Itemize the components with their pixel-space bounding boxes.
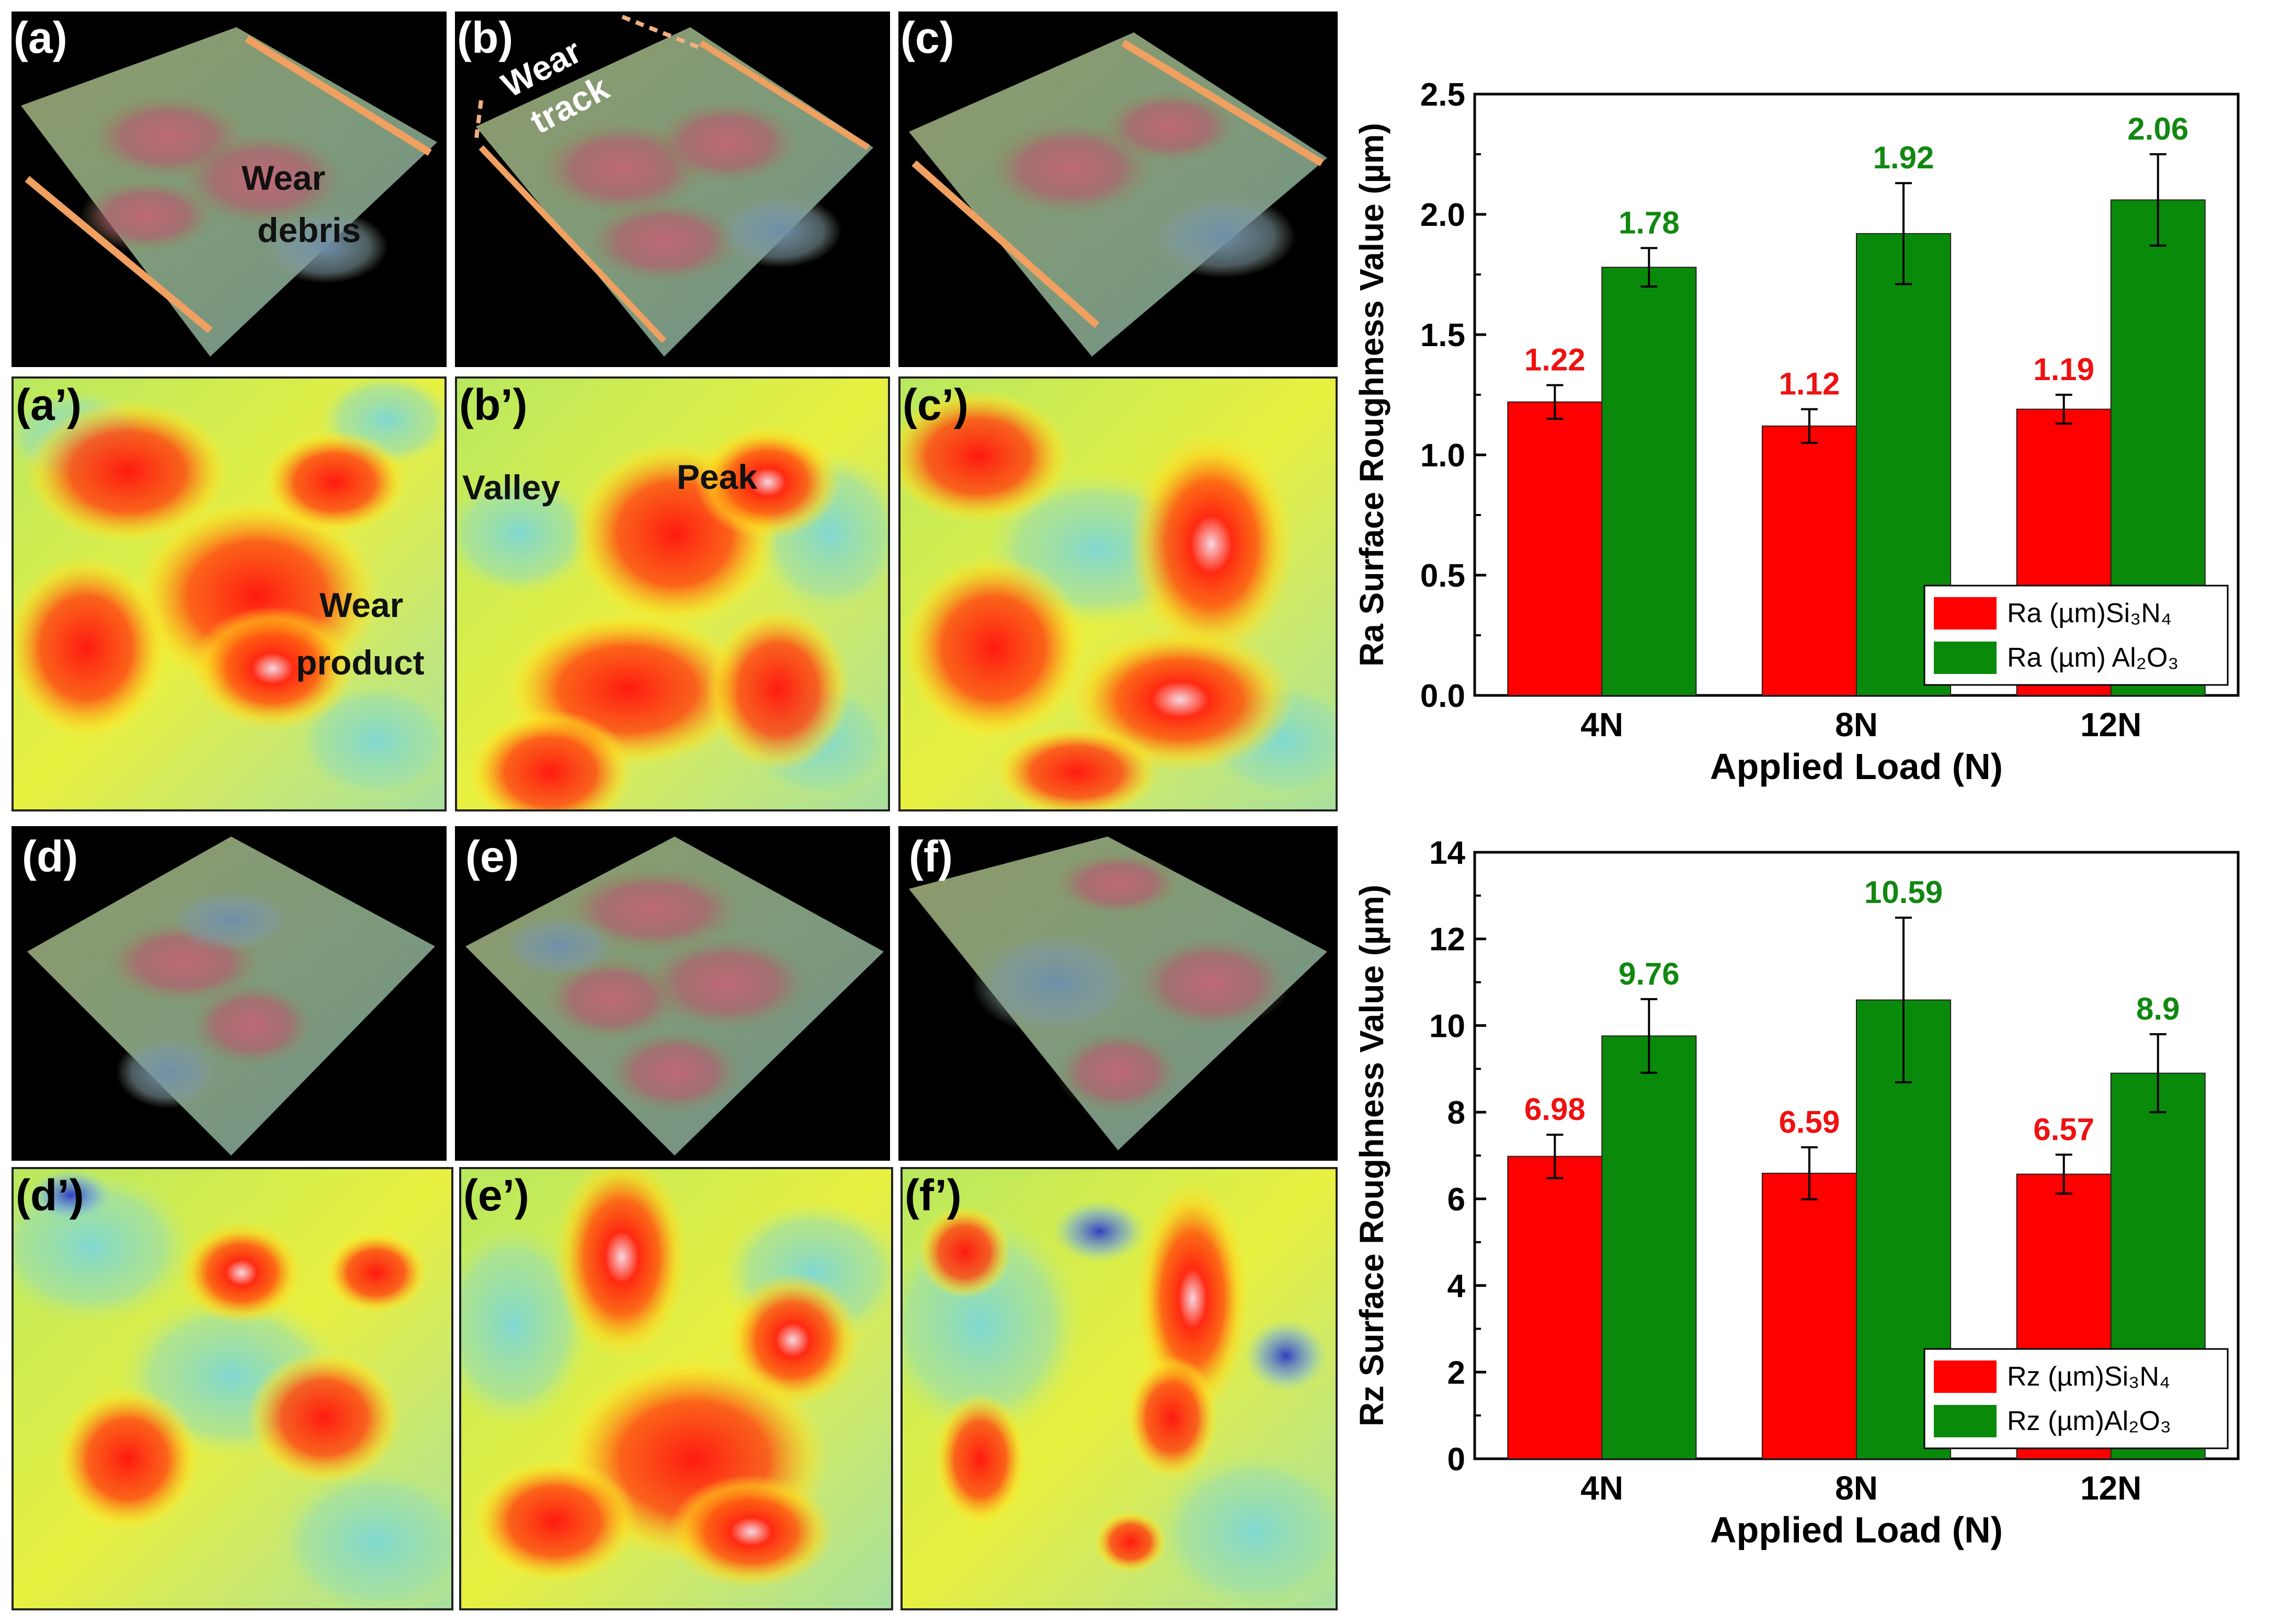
chart1-data-label: 6.57: [2033, 1112, 2094, 1147]
ra-chart-svg: 0.0 0.5 1.0 1.5 2.0 2.5 4N 1.22 1.78 8N 1.12 1.92 12…: [1353, 77, 2240, 787]
chart1-bar-al2o3: [1601, 1035, 1697, 1460]
panel-c-3d-surface: (c): [898, 12, 1338, 367]
chart1-ytick-label: 2: [1447, 1355, 1465, 1391]
panel-a-prime-label: (a’): [16, 380, 82, 429]
panel-b-prime-height-map: (b’) Valley Peak: [455, 376, 890, 811]
chart1-data-label: 8.9: [2136, 991, 2180, 1026]
chart1-data-label: 9.76: [1618, 956, 1680, 991]
heightmap-b-image: [457, 379, 888, 809]
panel-c-label: (c): [900, 13, 954, 62]
chart0-xtick-label: 8N: [1835, 706, 1878, 744]
heightmap-e-image: [461, 1169, 891, 1608]
chart1-xlabel: Applied Load (N): [1710, 1509, 2003, 1550]
chart0-legend-swatch: [1934, 597, 1997, 630]
surface-a-image: [21, 27, 437, 357]
chart0-ytick-label: 1.5: [1420, 317, 1465, 353]
panel-d-prime-height-map: (d’): [12, 1167, 453, 1610]
chart0-legend-label: Ra (µm) Al₂O₃: [2007, 643, 2179, 673]
chart0-ylabel: Ra Surface Roughness Value (µm): [1353, 123, 1390, 667]
surface-e-image: [465, 837, 884, 1156]
panel-f-prime-height-map: (f’): [900, 1167, 1338, 1610]
chart0-ytick-label: 0.0: [1420, 678, 1465, 714]
chart1-legend-swatch: [1934, 1360, 1997, 1393]
panel-f-prime-label: (f’): [905, 1171, 962, 1220]
annotation-wear-product-2: product: [296, 643, 425, 682]
panel-d-3d-surface: (d): [12, 826, 447, 1161]
heightmap-f-image: [903, 1169, 1336, 1608]
chart0-ytick-label: 2.0: [1420, 197, 1465, 233]
panel-d-label: (d): [22, 832, 78, 881]
chart1-ytick-label: 4: [1447, 1268, 1466, 1305]
panel-c-prime-height-map: (c’): [898, 376, 1338, 811]
rz-chart-svg: 0 2 4 6 8 10 12 14 4N 6.98 9.76 8N 6.59 10.59 12N 6.57 8…: [1353, 835, 2240, 1550]
chart1-ylabel: Rz Surface Roughness Value (µm): [1353, 885, 1390, 1426]
panel-a-prime-height-map: (a’) Wear product: [12, 376, 447, 811]
panel-f-label: (f): [909, 832, 953, 881]
chart1-data-label: 6.59: [1779, 1104, 1840, 1139]
surface-c-image: [909, 32, 1327, 357]
chart0-data-label: 1.12: [1779, 367, 1840, 402]
chart1-ytick-label: 6: [1447, 1182, 1465, 1218]
chart1-data-label: 10.59: [1864, 875, 1943, 910]
chart0-xtick-label: 12N: [2080, 706, 2141, 744]
chart1-ytick-label: 14: [1429, 835, 1465, 871]
panel-e-3d-surface: (e): [455, 826, 890, 1161]
annotation-wear-debris-1: Wear: [242, 158, 326, 197]
heightmap-a-image: [14, 379, 444, 809]
panel-a-label: (a): [14, 13, 67, 62]
chart1-ytick-label: 0: [1447, 1442, 1465, 1478]
chart0-ytick-label: 2.5: [1420, 77, 1465, 113]
panel-a-3d-surface: (a) Wear debris: [12, 12, 447, 367]
panel-e-label: (e): [465, 832, 519, 881]
chart0-ytick-label: 0.5: [1420, 558, 1465, 594]
chart1-ytick-label: 10: [1429, 1008, 1465, 1044]
chart1-bar-si3n4: [1507, 1156, 1603, 1459]
chart0-ytick-label: 1.0: [1420, 438, 1465, 474]
chart1-legend-swatch: [1934, 1405, 1997, 1437]
ra-roughness-chart: 0.0 0.5 1.0 1.5 2.0 2.5 4N 1.22 1.78 8N 1.12 1.92 12…: [1349, 52, 2270, 795]
chart1-xtick-label: 4N: [1580, 1469, 1623, 1507]
chart0-xtick-label: 4N: [1580, 706, 1623, 744]
heightmap-c-image: [900, 379, 1336, 809]
panel-b-prime-label: (b’): [459, 380, 528, 429]
annotation-wear-product-1: Wear: [320, 586, 404, 624]
chart1-bar-si3n4: [1761, 1172, 1857, 1459]
panel-c-prime-label: (c’): [903, 380, 968, 429]
chart0-legend-label: Ra (µm)Si₃N₄: [2007, 598, 2172, 628]
chart1-xtick-label: 12N: [2080, 1469, 2141, 1507]
panel-e-prime-height-map: (e’): [459, 1167, 893, 1610]
rz-roughness-chart: 0 2 4 6 8 10 12 14 4N 6.98 9.76 8N 6.59 10.59 12N 6.57 8…: [1349, 816, 2270, 1621]
chart1-legend-label: Rz (µm)Al₂O₃: [2007, 1406, 2171, 1436]
chart0-bar-si3n4: [1507, 401, 1603, 696]
annotation-valley: Valley: [462, 468, 561, 507]
chart0-data-label: 1.22: [1524, 342, 1586, 378]
chart0-bar-al2o3: [1601, 267, 1697, 696]
surface-f-image: [909, 837, 1327, 1150]
chart1-legend-label: Rz (µm)Si₃N₄: [2007, 1362, 2170, 1392]
annotation-wear-debris-2: debris: [257, 211, 361, 249]
annotation-peak: Peak: [677, 458, 758, 496]
chart1-data-label: 6.98: [1524, 1092, 1586, 1127]
chart0-data-label: 1.19: [2033, 352, 2094, 387]
chart0-legend-swatch: [1934, 642, 1997, 674]
chart0-data-label: 1.78: [1618, 205, 1680, 240]
heightmap-d-image: [14, 1169, 451, 1608]
chart1-ytick-label: 12: [1429, 922, 1465, 958]
panel-e-prime-label: (e’): [463, 1171, 529, 1220]
chart0-data-label: 1.92: [1873, 140, 1934, 175]
surface-d-image: [27, 837, 435, 1156]
panel-f-3d-surface: (f): [898, 826, 1338, 1161]
chart0-bar-si3n4: [1761, 425, 1857, 696]
chart1-ytick-label: 8: [1447, 1095, 1465, 1131]
panel-b-label: (b): [457, 13, 514, 62]
chart1-xtick-label: 8N: [1835, 1469, 1878, 1507]
panel-b-3d-surface: (b) Wear track: [455, 12, 890, 367]
chart0-data-label: 2.06: [2127, 111, 2188, 146]
panel-d-prime-label: (d’): [16, 1171, 84, 1220]
surface-b-image: [474, 15, 873, 357]
chart0-xlabel: Applied Load (N): [1710, 746, 2003, 787]
